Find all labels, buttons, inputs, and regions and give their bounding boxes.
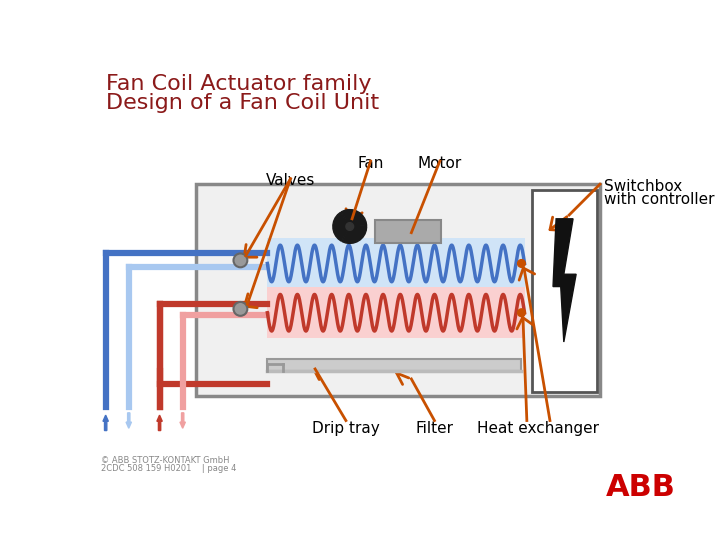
Text: Filter: Filter xyxy=(415,421,454,436)
Polygon shape xyxy=(553,219,576,342)
Text: Switchbox: Switchbox xyxy=(604,179,682,194)
Circle shape xyxy=(518,309,526,316)
Bar xyxy=(196,184,600,396)
FancyArrow shape xyxy=(157,415,162,430)
Text: Drip tray: Drip tray xyxy=(312,421,379,436)
Text: ABB: ABB xyxy=(606,473,676,502)
Bar xyxy=(267,238,525,289)
Bar xyxy=(267,359,521,372)
Polygon shape xyxy=(333,212,350,241)
Text: © ABB STOTZ-KONTAKT GmbH: © ABB STOTZ-KONTAKT GmbH xyxy=(101,456,230,465)
Polygon shape xyxy=(341,210,366,226)
Polygon shape xyxy=(342,226,366,244)
Bar xyxy=(267,287,525,338)
Text: 2CDC 508 159 H0201    | page 4: 2CDC 508 159 H0201 | page 4 xyxy=(101,464,236,474)
Circle shape xyxy=(233,253,248,267)
Circle shape xyxy=(233,302,248,316)
FancyArrow shape xyxy=(180,413,185,428)
Text: Heat exchanger: Heat exchanger xyxy=(477,421,599,436)
Circle shape xyxy=(518,260,526,267)
Text: Motor: Motor xyxy=(418,156,462,171)
Text: Fan Coil Actuator family: Fan Coil Actuator family xyxy=(106,74,372,94)
Text: Valves: Valves xyxy=(266,173,315,187)
FancyArrow shape xyxy=(126,413,132,428)
Bar xyxy=(375,220,441,244)
Text: with controller: with controller xyxy=(604,192,714,207)
Text: Design of a Fan Coil Unit: Design of a Fan Coil Unit xyxy=(106,92,379,112)
Text: Fan: Fan xyxy=(357,156,384,171)
FancyArrow shape xyxy=(103,415,108,430)
Bar xyxy=(532,190,597,392)
Circle shape xyxy=(346,222,354,231)
